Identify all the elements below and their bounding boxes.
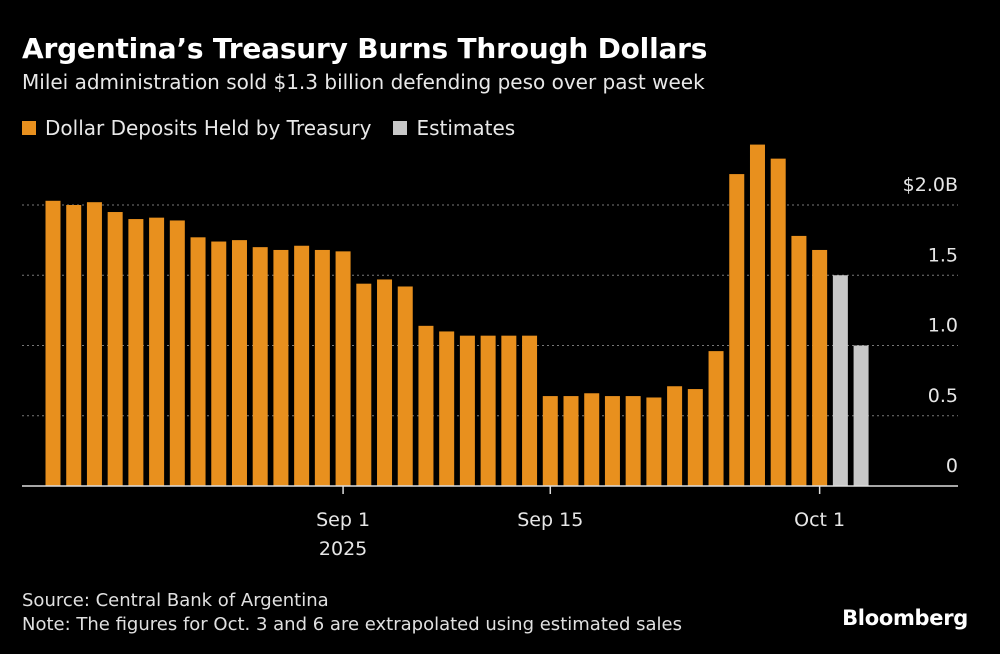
bar-deposits — [107, 212, 123, 486]
bar-deposits — [66, 205, 82, 486]
x-tick-sublabel: 2025 — [319, 538, 367, 560]
bar-deposits — [501, 335, 517, 486]
bar-deposits — [625, 396, 641, 486]
bar-deposits — [749, 144, 765, 486]
x-tick-label: Sep 15 — [517, 509, 583, 531]
bar-deposits — [86, 202, 102, 486]
bar-deposits — [687, 389, 703, 486]
bar-deposits — [314, 249, 330, 486]
bar-deposits — [377, 279, 393, 486]
legend-label-estimates: Estimates — [416, 116, 516, 140]
bar-deposits — [770, 158, 786, 486]
x-tick-label: Sep 1 — [316, 509, 370, 531]
x-tick-label: Oct 1 — [794, 509, 845, 531]
bar-deposits — [791, 235, 807, 486]
y-tick-label: 1.0 — [928, 315, 958, 337]
bar-deposits — [459, 335, 475, 486]
bar-deposits — [480, 335, 496, 486]
bar-deposits — [273, 249, 289, 486]
bar-deposits — [231, 240, 247, 486]
chart-title: Argentina’s Treasury Burns Through Dolla… — [22, 32, 708, 65]
footnote: Note: The figures for Oct. 3 and 6 are e… — [22, 614, 682, 635]
legend-item-estimates: Estimates — [393, 116, 515, 140]
bar-deposits — [149, 217, 165, 486]
bar-deposits — [667, 386, 683, 486]
y-tick-label: $2.0B — [903, 174, 958, 196]
bar-deposits — [729, 174, 745, 486]
y-tick-label: 1.5 — [928, 244, 958, 266]
bar-estimate — [853, 345, 869, 486]
bar-deposits — [812, 249, 828, 486]
bar-deposits — [542, 396, 558, 486]
legend-swatch-deposits — [22, 121, 36, 135]
bar-deposits — [563, 396, 579, 486]
bar-deposits — [397, 286, 413, 486]
bar-deposits — [45, 200, 61, 486]
bar-deposits — [604, 396, 620, 486]
bar-deposits — [418, 325, 434, 486]
bar-deposits — [356, 283, 372, 486]
bar-deposits — [169, 220, 185, 486]
bar-deposits — [439, 331, 455, 486]
bar-deposits — [584, 393, 600, 486]
bar-estimate — [832, 275, 848, 486]
chart-subtitle: Milei administration sold $1.3 billion d… — [22, 70, 705, 94]
bar-deposits — [294, 245, 310, 486]
bar-deposits — [646, 397, 662, 486]
bar-deposits — [335, 251, 351, 486]
legend-swatch-estimates — [393, 121, 408, 135]
bar-deposits — [708, 351, 724, 486]
bar-deposits — [252, 247, 268, 486]
legend-label-deposits: Dollar Deposits Held by Treasury — [45, 116, 372, 140]
bar-deposits — [190, 237, 206, 486]
bar-deposits — [128, 219, 144, 487]
bar-deposits — [211, 241, 227, 486]
legend: Dollar Deposits Held by Treasury Estimat… — [22, 116, 537, 140]
bar-deposits — [522, 335, 538, 486]
y-tick-label: 0 — [946, 455, 958, 477]
bloomberg-logo: Bloomberg — [842, 606, 968, 630]
source-note: Source: Central Bank of Argentina — [22, 590, 329, 611]
legend-item-deposits: Dollar Deposits Held by Treasury — [22, 116, 371, 140]
y-tick-label: 0.5 — [928, 385, 958, 407]
